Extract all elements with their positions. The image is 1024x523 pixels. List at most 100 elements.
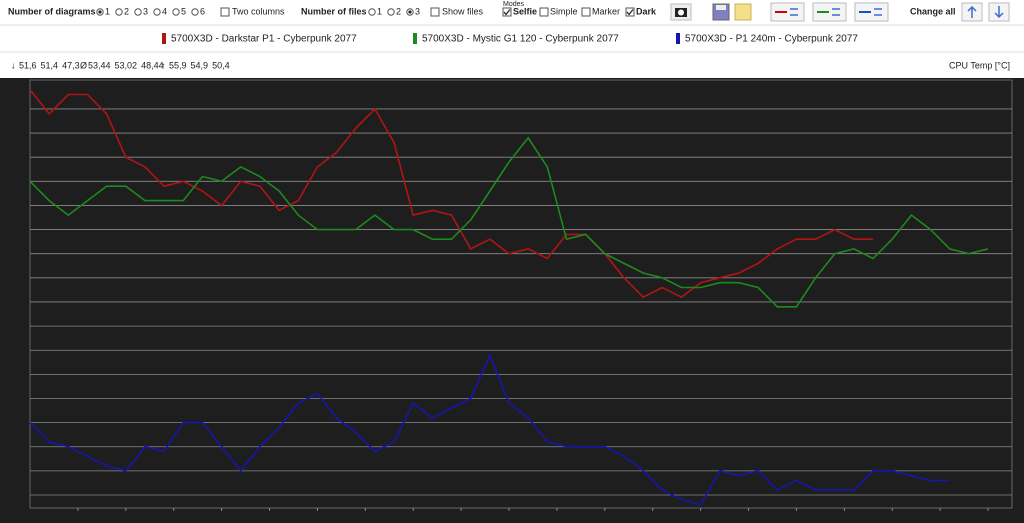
stat-value: 55,9 bbox=[169, 60, 187, 70]
y-tick-label: 48 bbox=[8, 465, 18, 475]
radio[interactable] bbox=[191, 8, 199, 16]
legend-swatch bbox=[162, 33, 166, 44]
y-tick-label: 54 bbox=[8, 176, 18, 186]
stat-value: 47,3 bbox=[62, 60, 80, 70]
y-tick-label: 51,5 bbox=[8, 296, 26, 306]
radio-label: 3 bbox=[415, 6, 420, 16]
red-swap-button[interactable] bbox=[770, 2, 805, 22]
legend-label: 5700X3D - P1 240m - Cyberpunk 2077 bbox=[685, 34, 858, 45]
checkbox[interactable] bbox=[502, 7, 512, 17]
down-button[interactable] bbox=[988, 2, 1010, 22]
x-tick-label: 00:01:25 bbox=[828, 510, 861, 520]
radio[interactable] bbox=[134, 8, 142, 16]
x-tick-label: 00:00:20 bbox=[205, 510, 238, 520]
radio-label: 1 bbox=[105, 6, 110, 16]
stat-symbol: Ø bbox=[80, 60, 87, 70]
legend-label: 5700X3D - Mystic G1 120 - Cyberpunk 2077 bbox=[422, 34, 619, 45]
y-tick-label: 55 bbox=[8, 127, 18, 137]
series-line bbox=[29, 89, 874, 299]
plot-frame bbox=[29, 79, 1013, 509]
legend-swatch bbox=[676, 33, 680, 44]
up-button[interactable] bbox=[961, 2, 983, 22]
stat-value: 54,9 bbox=[191, 60, 209, 70]
x-tick-label: 00:00:40 bbox=[397, 510, 430, 520]
y-tick-label: 52 bbox=[8, 272, 18, 282]
y-axis-label: CPU Temp [°C] bbox=[949, 60, 1010, 70]
series-line bbox=[29, 352, 950, 506]
legend-swatch bbox=[413, 33, 417, 44]
x-tick-label: 00:01:35 bbox=[924, 510, 957, 520]
stat-value: 53,44 bbox=[88, 60, 111, 70]
x-tick-label: 00:00:35 bbox=[349, 510, 382, 520]
radio-label: 6 bbox=[200, 6, 205, 16]
camera-button[interactable] bbox=[670, 3, 692, 21]
x-tick-label: 00:00:55 bbox=[540, 510, 573, 520]
radio-label: 3 bbox=[143, 6, 148, 16]
radio-label: 2 bbox=[124, 6, 129, 16]
radio-dot bbox=[98, 10, 102, 14]
radio[interactable] bbox=[115, 8, 123, 16]
y-tick-label: 51 bbox=[8, 320, 18, 330]
stat-symbol: ↑ bbox=[161, 60, 166, 70]
files-label: Number of files bbox=[301, 6, 367, 16]
x-tick-label: 00:01:10 bbox=[684, 510, 717, 520]
stat-value: 50,4 bbox=[212, 60, 230, 70]
checkbox[interactable] bbox=[539, 7, 549, 17]
diagrams-label: Number of diagrams bbox=[8, 6, 96, 16]
radio-label: 1 bbox=[377, 6, 382, 16]
y-tick-label: 53,5 bbox=[8, 200, 26, 210]
checkbox[interactable] bbox=[220, 7, 230, 17]
mode-label: Marker bbox=[592, 6, 620, 16]
mode-label: Dark bbox=[636, 6, 657, 16]
modes-label: Modes bbox=[503, 1, 525, 8]
radio-label: 4 bbox=[162, 6, 167, 16]
stat-value: 51,4 bbox=[41, 60, 59, 70]
header-bg bbox=[0, 0, 1024, 78]
y-tick-label: 49 bbox=[8, 417, 18, 427]
checkbox[interactable] bbox=[430, 7, 440, 17]
save-button[interactable] bbox=[712, 3, 730, 21]
checkbox[interactable] bbox=[625, 7, 635, 17]
checkbox[interactable] bbox=[581, 7, 591, 17]
stat-value: 53,02 bbox=[115, 60, 138, 70]
x-tick-label: 00:01:30 bbox=[876, 510, 909, 520]
show-files-label: Show files bbox=[442, 6, 484, 16]
x-tick-label: 00:00:45 bbox=[445, 510, 478, 520]
x-tick-label: 00:01:15 bbox=[732, 510, 765, 520]
y-tick-label: 55,5 bbox=[8, 103, 26, 113]
radio-label: 2 bbox=[396, 6, 401, 16]
radio[interactable] bbox=[368, 8, 376, 16]
y-tick-label: 54,5 bbox=[8, 152, 26, 162]
x-tick-label: 00:00:10 bbox=[109, 510, 142, 520]
y-tick-label: 47,5 bbox=[8, 489, 26, 499]
blue-swap-button[interactable] bbox=[854, 2, 889, 22]
x-tick-label: 00:00:30 bbox=[301, 510, 334, 520]
x-tick-label: 00:01:05 bbox=[636, 510, 669, 520]
radio-dot bbox=[408, 10, 412, 14]
green-swap-button[interactable] bbox=[812, 2, 847, 22]
stat-symbol: ↓ bbox=[11, 60, 16, 70]
radio-label: 5 bbox=[181, 6, 186, 16]
y-tick-label: 48,5 bbox=[8, 441, 26, 451]
x-tick-label: 00:00:50 bbox=[492, 510, 525, 520]
radio[interactable] bbox=[387, 8, 395, 16]
x-tick-label: 00:00:05 bbox=[61, 510, 94, 520]
radio[interactable] bbox=[172, 8, 180, 16]
x-tick-label: 00:01:20 bbox=[780, 510, 813, 520]
stat-value: 48,44 bbox=[141, 60, 164, 70]
x-tick-label: 00:00:25 bbox=[253, 510, 286, 520]
series-line bbox=[29, 136, 989, 308]
chart-bg bbox=[0, 78, 1024, 523]
change-all-label: Change all bbox=[910, 6, 956, 16]
check-mark bbox=[503, 9, 511, 16]
y-tick-label: 52,5 bbox=[8, 248, 26, 258]
y-tick-label: 53 bbox=[8, 224, 18, 234]
radio[interactable] bbox=[153, 8, 161, 16]
export-button[interactable] bbox=[734, 3, 752, 21]
two-columns-label: Two columns bbox=[232, 6, 285, 16]
y-tick-label: 50,5 bbox=[8, 345, 26, 355]
x-tick-label: 00:01:40 bbox=[972, 510, 1005, 520]
legend-label: 5700X3D - Darkstar P1 - Cyberpunk 2077 bbox=[171, 34, 357, 45]
